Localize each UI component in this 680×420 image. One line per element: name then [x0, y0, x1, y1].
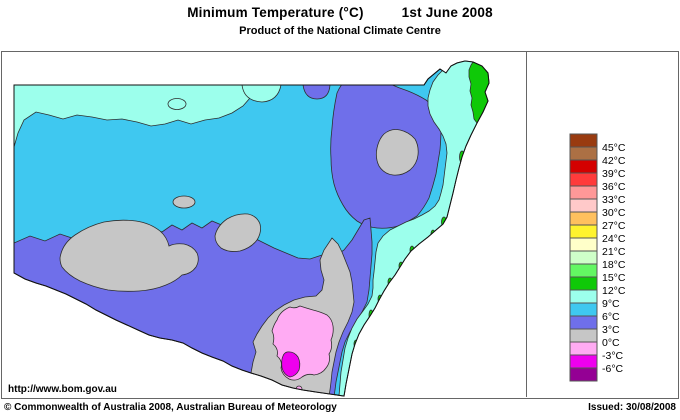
- legend-label: -6°C: [602, 363, 624, 375]
- legend-swatch: [569, 237, 598, 252]
- legend-label: 39°C: [602, 168, 626, 180]
- bom-url: http://www.bom.gov.au: [8, 384, 117, 395]
- legend-label: 42°C: [602, 155, 626, 167]
- map-date: 1st June 2008: [401, 5, 493, 20]
- legend-label: 9°C: [602, 298, 620, 310]
- legend-label: 0°C: [602, 337, 620, 349]
- legend-label: 18°C: [602, 259, 626, 271]
- legend-label: 21°C: [602, 246, 626, 258]
- legend-swatch: [569, 133, 598, 148]
- legend-swatch: [569, 302, 598, 317]
- copyright-notice: © Commonwealth of Australia 2008, Austra…: [4, 402, 337, 413]
- region-snowy-m6-m3c: [281, 351, 301, 378]
- legend-label: 12°C: [602, 285, 626, 297]
- region-snowy-m3-0c: [271, 305, 334, 381]
- legend-swatch: [569, 211, 598, 226]
- legend-swatch: [569, 276, 598, 291]
- legend-swatch: [569, 341, 598, 356]
- legend-swatch: [569, 172, 598, 187]
- region-0-3c-blob-west: [59, 219, 199, 292]
- contour-island-9-12c: [167, 98, 187, 110]
- legend-label: 27°C: [602, 220, 626, 232]
- legend-label: 24°C: [602, 233, 626, 245]
- map-subtitle: Product of the National Climate Centre: [239, 25, 441, 37]
- state-outline: [13, 60, 490, 397]
- legend-label: 36°C: [602, 181, 626, 193]
- issued-date: Issued: 30/08/2008: [588, 402, 676, 413]
- legend-separator-line: [526, 51, 527, 397]
- temperature-map: [13, 60, 490, 397]
- legend-swatch: [569, 146, 598, 161]
- legend-swatch: [569, 289, 598, 304]
- region-0-3c-blob-mid: [214, 213, 261, 252]
- region-top-9-12c-patch: [241, 84, 282, 103]
- legend-swatch: [569, 159, 598, 174]
- legend-swatch: [569, 263, 598, 278]
- temperature-legend: 45°C 42°C 39°C 36°C 33°C 30°C 27°C 24°C …: [569, 133, 626, 382]
- page-title: Minimum Temperature (°C) 1st June 2008: [0, 5, 680, 20]
- legend-swatch: [569, 185, 598, 200]
- region-0-3c-blob-small: [172, 195, 196, 209]
- legend-label: 15°C: [602, 272, 626, 284]
- legend-swatch: [569, 224, 598, 239]
- legend-label: 33°C: [602, 194, 626, 206]
- legend-swatch: [569, 315, 598, 330]
- region-northeast-0-3c: [375, 129, 419, 176]
- legend-label: 3°C: [602, 324, 620, 336]
- legend-swatch: [569, 198, 598, 213]
- legend-label: -3°C: [602, 350, 624, 362]
- legend-swatch: [569, 354, 598, 369]
- legend-label: 45°C: [602, 142, 626, 154]
- legend-swatch: [569, 328, 598, 343]
- legend-swatch: [569, 367, 598, 382]
- region-top-3-6c-patch: [302, 84, 331, 100]
- legend-swatch: [569, 250, 598, 265]
- legend-label: 6°C: [602, 311, 620, 323]
- map-title: Minimum Temperature (°C): [187, 5, 364, 20]
- legend-label: 30°C: [602, 207, 626, 219]
